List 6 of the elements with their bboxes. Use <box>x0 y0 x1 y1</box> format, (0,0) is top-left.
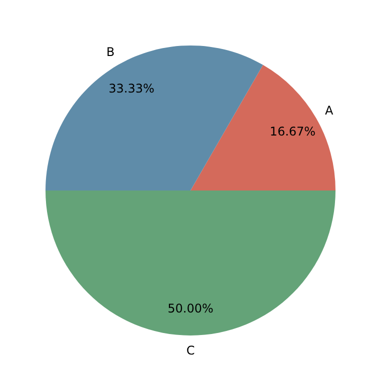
slice-label: B <box>106 44 115 59</box>
slice-label: C <box>186 344 195 358</box>
data-label: 33.33% <box>108 81 154 96</box>
data-label: 50.00% <box>168 302 214 316</box>
data-label: 16.67% <box>270 124 316 138</box>
slice-label: A <box>324 103 334 118</box>
